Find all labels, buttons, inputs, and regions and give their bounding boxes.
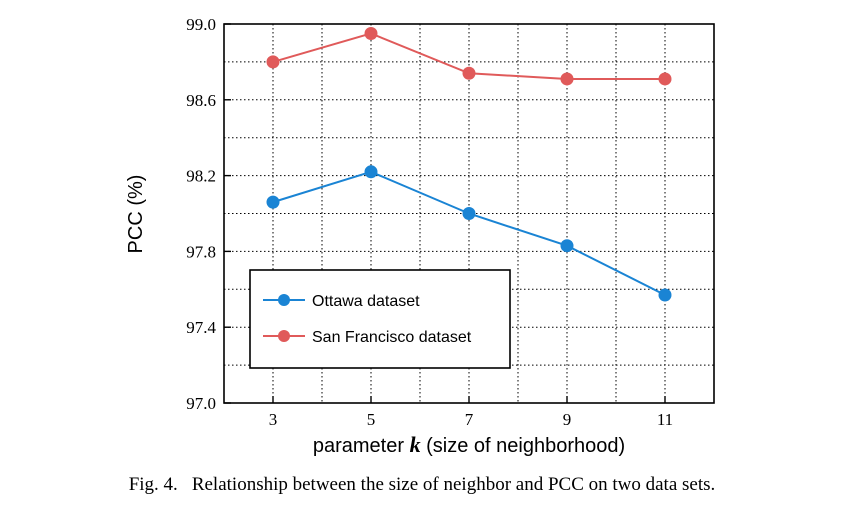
y-tick-label: 98.2 [186, 167, 216, 186]
x-tick-label: 9 [563, 410, 572, 429]
y-tick-label: 97.0 [186, 394, 216, 413]
data-point-ottawa-dataset [462, 207, 476, 220]
y-axis-title: PCC (%) [125, 175, 147, 254]
y-tick-label: 99.0 [186, 15, 216, 34]
y-tick-label: 98.6 [186, 91, 216, 110]
x-axis-title-prefix: parameter [313, 435, 410, 457]
legend-marker-san-francisco [278, 330, 290, 342]
figure-caption: Fig. 4. Relationship between the size of … [0, 474, 844, 496]
data-point-san-francisco-dataset [364, 26, 378, 40]
data-point-san-francisco-dataset [658, 72, 672, 86]
x-axis-title-variable: k [410, 432, 421, 457]
data-point-ottawa-dataset [658, 288, 672, 302]
data-point-ottawa-dataset [266, 195, 280, 209]
x-tick-label: 5 [367, 410, 376, 429]
y-tick-label: 97.8 [186, 242, 216, 261]
data-point-ottawa-dataset [560, 239, 574, 253]
data-point-san-francisco-dataset [560, 72, 574, 86]
legend-marker-ottawa [278, 294, 290, 306]
series-layer [266, 26, 672, 302]
caption-text: Relationship between the size of neighbo… [191, 474, 716, 495]
data-point-san-francisco-dataset [462, 66, 476, 80]
legend-label-san-francisco: San Francisco dataset [312, 329, 472, 346]
legend-box [249, 269, 511, 369]
x-tick-label: 3 [269, 410, 278, 429]
x-tick-label: 11 [657, 410, 673, 429]
axis-ticks: 3 5 7 9 11 97.0 97.4 97.8 98.2 98.6 99.0 [186, 15, 673, 429]
y-tick-label: 97.4 [186, 318, 216, 337]
x-axis-title-suffix: (size of neighborhood) [421, 435, 626, 457]
caption-label: Fig. 4. [128, 474, 178, 495]
legend: Ottawa dataset San Francisco dataset [249, 269, 511, 369]
x-axis-title: parameter k (size of neighborhood) [313, 432, 625, 457]
line-chart: 3 5 7 9 11 97.0 97.4 97.8 98.2 98.6 99.0 Ottawa da… [125, 15, 715, 457]
x-tick-label: 7 [465, 410, 474, 429]
data-point-san-francisco-dataset [266, 55, 280, 69]
data-point-ottawa-dataset [364, 165, 378, 179]
legend-label-ottawa: Ottawa dataset [312, 293, 420, 310]
